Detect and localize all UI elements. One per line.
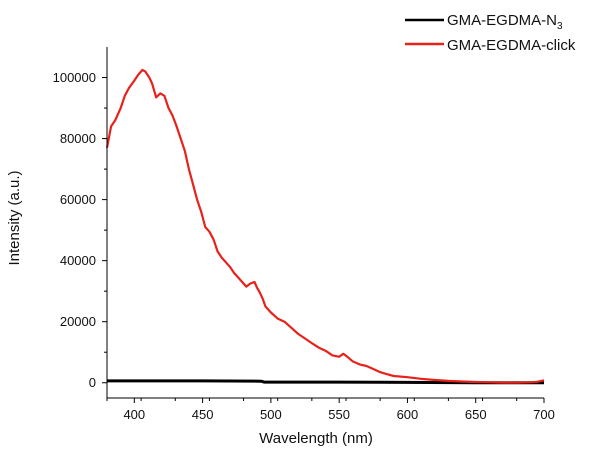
x-tick-label: 400	[123, 407, 145, 422]
y-tick-label: 60000	[60, 192, 96, 207]
y-tick-label: 80000	[60, 131, 96, 146]
y-tick-label: 20000	[60, 314, 96, 329]
x-tick-label: 650	[465, 407, 487, 422]
x-ticks: 400 450 500 550 600 650 700	[106, 398, 555, 422]
x-tick-label: 450	[192, 407, 214, 422]
y-axis-title: Intensity (a.u.)	[6, 170, 23, 265]
x-tick-label: 500	[260, 407, 282, 422]
x-tick-label: 550	[328, 407, 350, 422]
x-axis-title: Wavelength (nm)	[259, 430, 373, 447]
series-layer	[105, 68, 545, 385]
series-line-click	[105, 68, 545, 384]
legend-item-click: GMA-EGDMA-click	[405, 37, 576, 54]
plot-area: 400 450 500 550 600 650 700 0 20000 40000 60000 80…	[53, 47, 555, 422]
x-tick-label: 700	[533, 407, 555, 422]
y-tick-label: 100000	[53, 70, 96, 85]
y-tick-label: 40000	[60, 253, 96, 268]
legend-item-n3: GMA-EGDMA-N3	[405, 12, 563, 32]
legend-label-n3: GMA-EGDMA-N3	[447, 12, 563, 32]
x-tick-label: 600	[397, 407, 419, 422]
legend-label-click: GMA-EGDMA-click	[447, 37, 576, 54]
legend: GMA-EGDMA-N3 GMA-EGDMA-click	[405, 12, 576, 54]
series-line-n3	[107, 379, 544, 385]
y-ticks: 0 20000 40000 60000 80000 100000	[53, 70, 107, 390]
y-tick-label: 0	[89, 375, 96, 390]
